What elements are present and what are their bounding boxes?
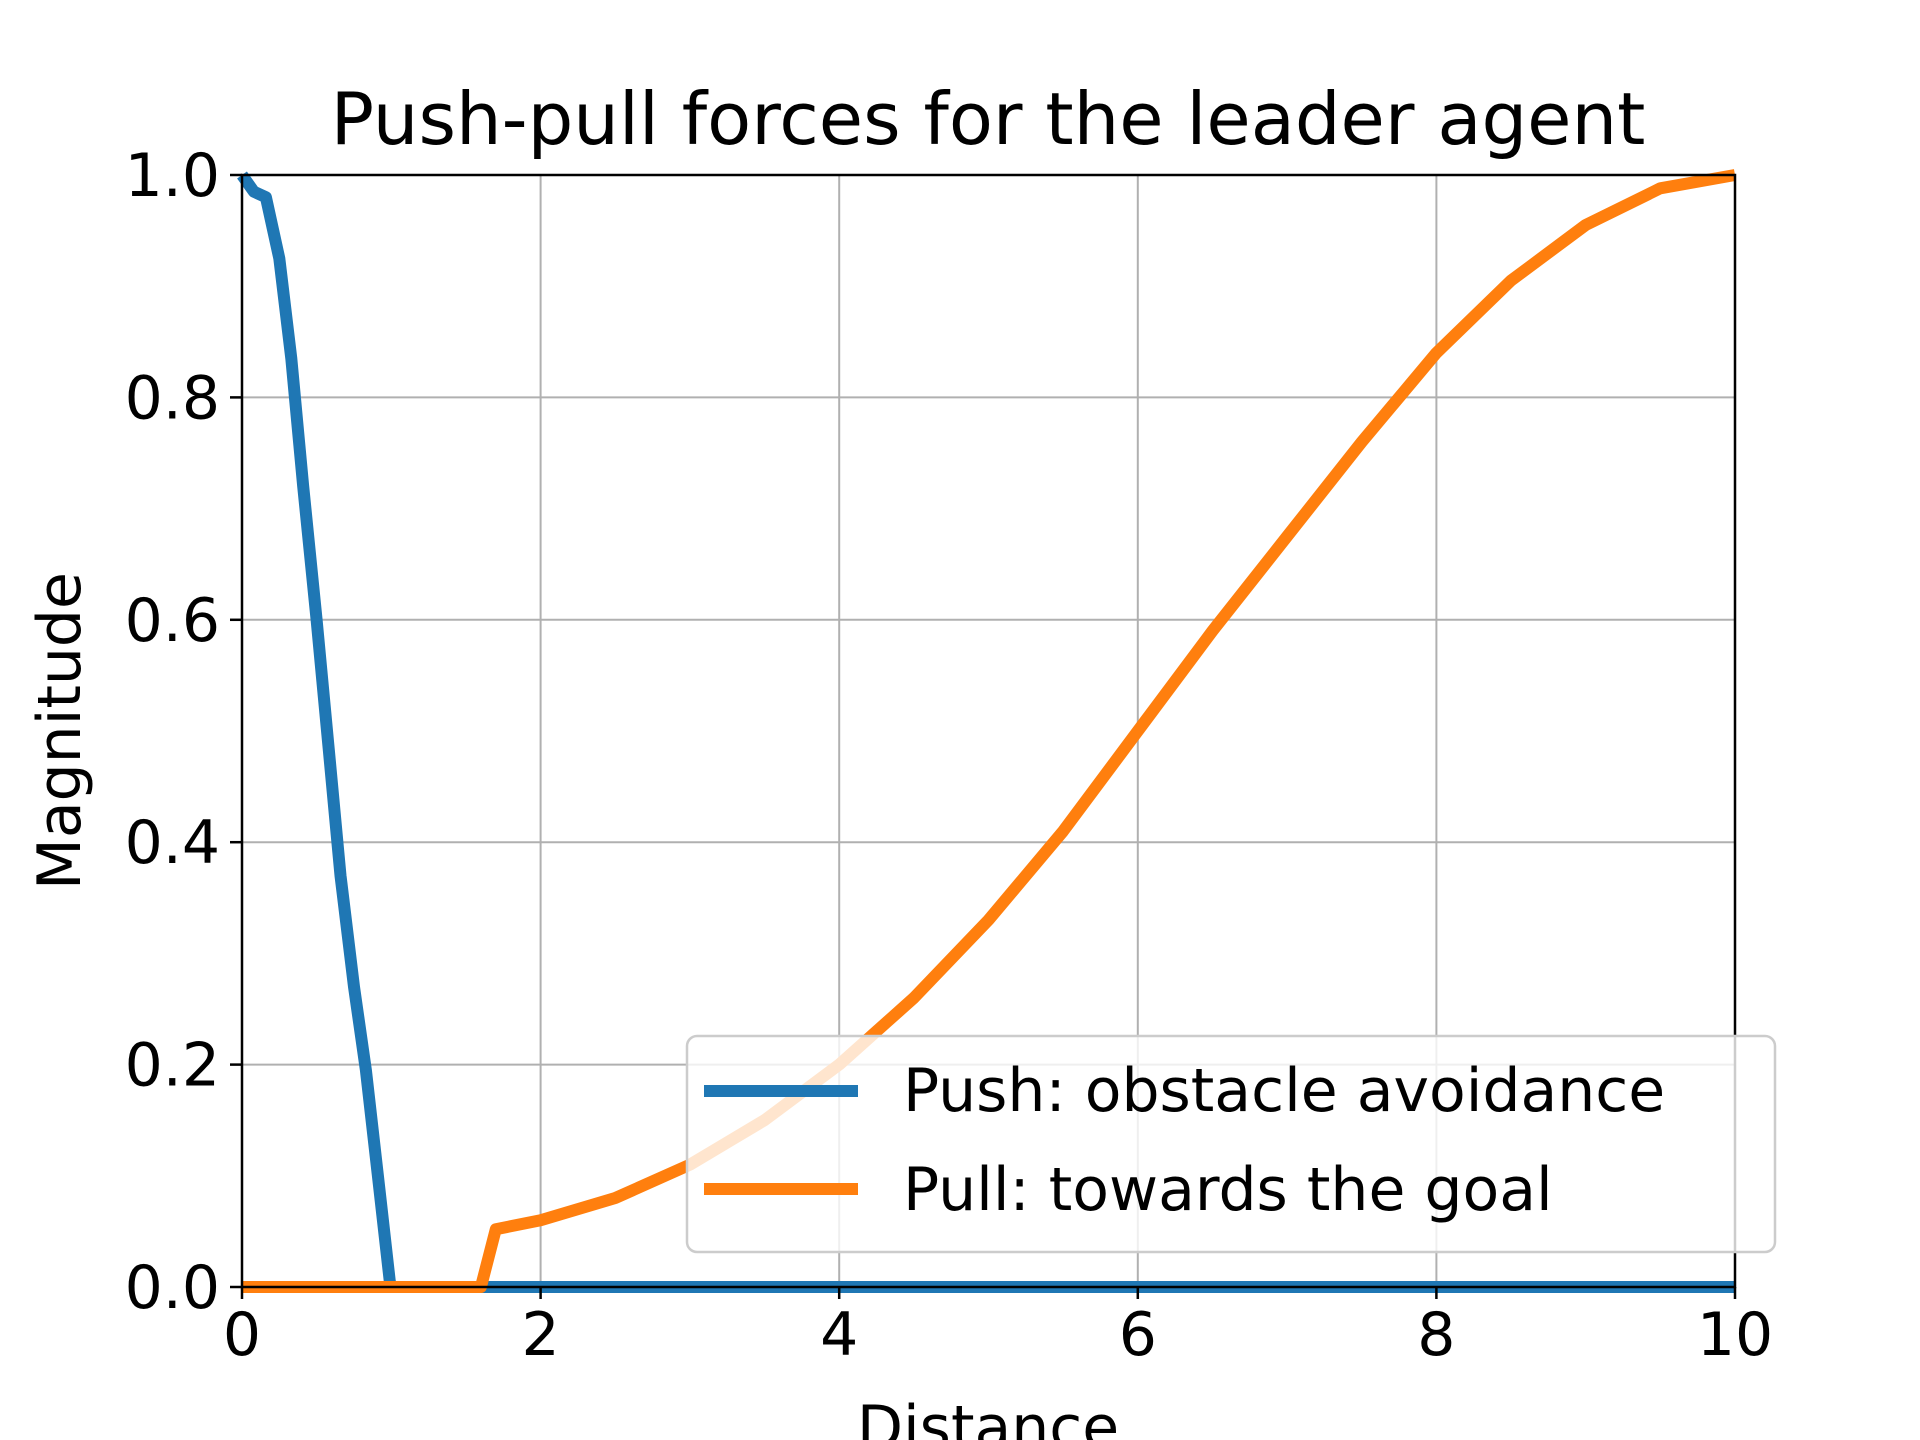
series-pull-line (242, 169, 1737, 1293)
series-layer (237, 169, 1737, 1293)
y-axis-label: Magnitude (25, 572, 95, 890)
x-tick-label: 8 (1417, 1300, 1455, 1370)
legend: Push: obstacle avoidance Pull: towards t… (685, 1034, 1777, 1254)
series-push-line (237, 171, 1735, 1293)
y-tick-label: 0.2 (125, 1031, 220, 1101)
y-tick-label: 0.8 (125, 363, 220, 433)
y-tick-label: 0.6 (125, 586, 220, 656)
x-tick-label: 0 (223, 1300, 261, 1370)
legend-label-pull: Pull: towards the goal (903, 1155, 1553, 1225)
chart-title: Push-pull forces for the leader agent (331, 77, 1646, 161)
legend-label-push: Push: obstacle avoidance (903, 1056, 1665, 1126)
y-tick-label: 0.0 (125, 1253, 220, 1323)
legend-box (685, 1034, 1777, 1254)
plot-frame (240, 173, 1737, 1289)
x-axis-label: Distance (857, 1393, 1119, 1440)
x-tick-label: 2 (522, 1300, 560, 1370)
ticks: 0 2 4 6 8 10 0.0 0.2 0.4 0.6 0.8 1.0 (125, 141, 1774, 1370)
grid (241, 174, 1736, 1288)
y-tick-label: 0.4 (125, 808, 220, 878)
x-tick-label: 10 (1697, 1300, 1773, 1370)
y-tick-label: 1.0 (125, 141, 220, 211)
x-tick-label: 4 (820, 1300, 858, 1370)
x-tick-label: 6 (1119, 1300, 1157, 1370)
